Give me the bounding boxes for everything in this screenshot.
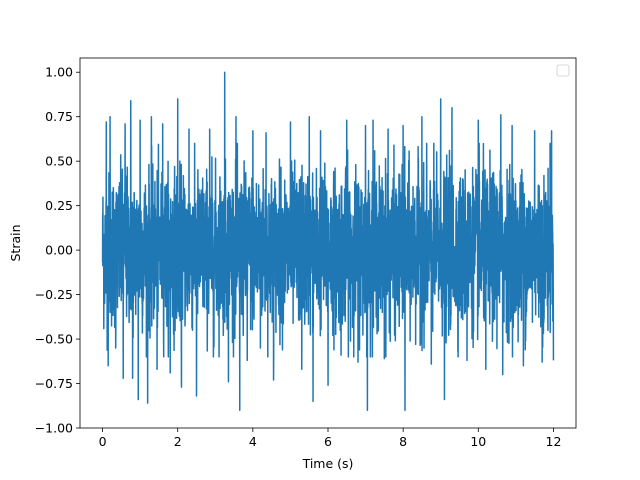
x-tick-label: 10 [470,434,486,449]
x-axis-label: Time (s) [302,456,354,471]
y-tick-label: −1.00 [35,421,73,436]
y-tick-label: −0.25 [35,287,73,302]
y-tick-label: 0.50 [45,154,73,169]
legend-box [556,64,570,77]
y-tick-label: 1.00 [45,65,73,80]
x-tick-label: 2 [174,434,182,449]
x-tick-label: 6 [324,434,332,449]
y-tick-label: 0.75 [45,109,73,124]
y-tick-label: 0.25 [45,198,73,213]
y-axis-label: Strain [8,224,23,261]
y-axis-ticks: −1.00 −0.75 −0.50 −0.25 0.00 0.25 0.50 0.75 1.00 [35,65,80,436]
x-axis-ticks: 0 2 4 6 8 10 12 [99,428,562,449]
x-tick-label: 0 [99,434,107,449]
strain-series-line [101,71,555,411]
x-tick-label: 4 [249,434,257,449]
x-tick-label: 8 [399,434,407,449]
y-tick-label: −0.50 [35,332,73,347]
series-layer [101,71,555,411]
y-tick-label: 0.00 [45,243,73,258]
x-tick-label: 12 [546,434,562,449]
y-tick-label: −0.75 [35,376,73,391]
